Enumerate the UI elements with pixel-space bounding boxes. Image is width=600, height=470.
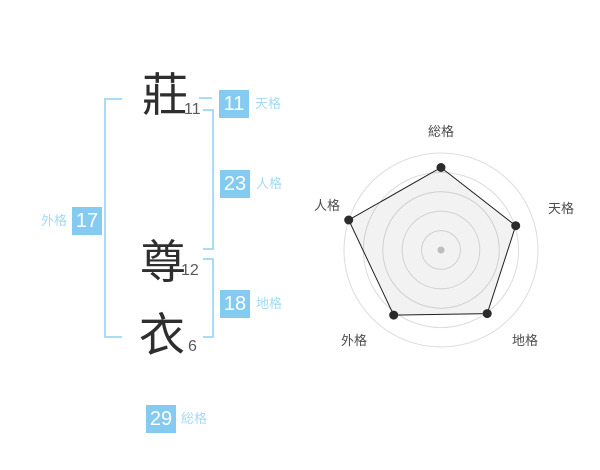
jinkaku-label: 人格 [256,176,283,191]
radar-axis-label: 天格 [548,201,574,216]
name-character-2: 尊 [140,236,186,288]
radar-vertex-dot [511,221,521,231]
radar-axis-label: 総格 [428,124,454,139]
radar-grid-ring [382,191,500,309]
radar-center-dot [437,246,445,254]
gaikaku-label: 外格 [41,213,68,228]
tenkaku-label: 天格 [255,96,282,111]
radar-data-polygon [348,166,517,316]
tenkaku-value-box: 11 [219,90,249,118]
gaikaku-value-box: 17 [72,207,102,235]
chikaku-label: 地格 [256,296,283,311]
name-character-1: 莊 [142,69,188,121]
radar-grid-ring [401,210,481,290]
jinkaku-bracket [203,109,214,250]
radar-grid-ring [421,230,461,270]
radar-axis-label: 人格 [314,198,340,213]
jinkaku-value-box: 23 [220,170,250,198]
radar-grid-ring [343,152,539,348]
radar-vertex-dot [344,215,354,225]
soukaku-value-box: 29 [146,405,176,433]
radar-axis-label: 外格 [341,333,367,348]
stroke-count-2: 12 [181,262,199,279]
stroke-count-1: 11 [184,101,201,118]
radar-vertex-dot [436,163,446,172]
radar-vertex-dot [389,310,399,320]
soukaku-label: 総格 [181,411,208,426]
gaikaku-bracket [104,98,122,338]
radar-axis-label: 地格 [512,333,538,348]
tenkaku-connector-line [199,97,212,99]
chikaku-value-box: 18 [220,290,250,318]
chikaku-bracket [203,258,214,338]
radar-vertex-dot [482,309,492,319]
name-character-3: 衣 [139,309,185,361]
stroke-count-3: 6 [188,338,197,355]
